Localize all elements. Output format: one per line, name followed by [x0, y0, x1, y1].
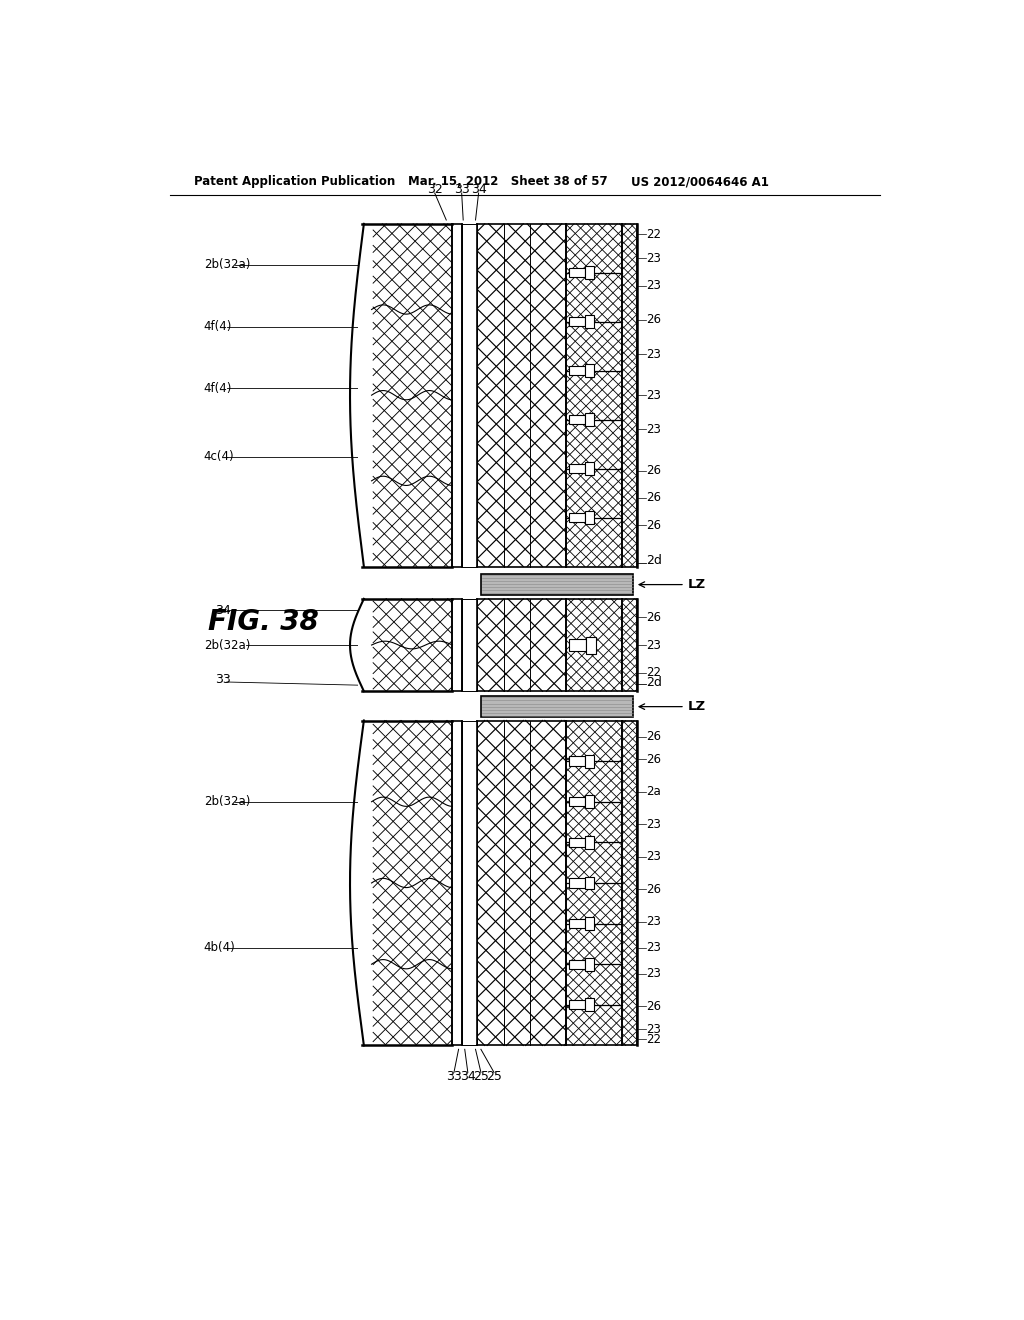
Bar — [477, 721, 565, 1045]
Text: 32: 32 — [427, 182, 442, 195]
Text: 2d: 2d — [646, 676, 663, 689]
Text: 22: 22 — [646, 1032, 662, 1045]
Bar — [569, 639, 587, 651]
Bar — [585, 998, 594, 1011]
Text: 34: 34 — [215, 603, 231, 616]
Bar — [481, 574, 634, 595]
Text: 26: 26 — [646, 1001, 662, 1012]
Bar — [453, 224, 462, 566]
Text: 2b(32a): 2b(32a) — [204, 795, 250, 808]
Bar — [453, 721, 462, 1045]
Bar — [569, 1001, 585, 1010]
Bar — [585, 795, 594, 808]
Bar — [569, 838, 585, 847]
Bar — [569, 317, 585, 326]
Text: 2a: 2a — [646, 785, 662, 799]
Bar — [585, 315, 594, 329]
Bar — [462, 599, 477, 692]
Bar — [569, 366, 585, 375]
Text: 23: 23 — [646, 347, 662, 360]
Bar — [565, 721, 622, 1045]
Text: 26: 26 — [646, 730, 662, 743]
Text: 2d: 2d — [646, 554, 663, 566]
Text: 4b(4): 4b(4) — [204, 941, 236, 954]
Bar — [622, 721, 637, 1045]
Text: 23: 23 — [646, 1023, 662, 1036]
Bar — [569, 465, 585, 474]
Text: 26: 26 — [646, 491, 662, 504]
Bar — [569, 919, 585, 928]
Bar — [357, 599, 453, 692]
Text: 4c(4): 4c(4) — [204, 450, 234, 463]
Text: 25: 25 — [486, 1069, 502, 1082]
Bar — [569, 268, 585, 277]
Bar — [477, 599, 565, 692]
Bar — [569, 878, 585, 887]
Bar — [585, 462, 594, 475]
Text: 23: 23 — [646, 968, 662, 981]
Text: 33: 33 — [454, 182, 470, 195]
Bar — [462, 721, 477, 1045]
Bar — [462, 224, 477, 566]
Bar — [585, 267, 594, 280]
Text: LZ: LZ — [687, 578, 706, 591]
Text: 4f(4): 4f(4) — [204, 321, 232, 333]
Text: 23: 23 — [646, 916, 662, 928]
Text: 2b(32a): 2b(32a) — [204, 259, 250, 272]
Text: 23: 23 — [646, 850, 662, 863]
Text: 23: 23 — [646, 388, 662, 401]
Text: 33: 33 — [215, 673, 231, 686]
Bar — [622, 599, 637, 692]
Bar — [585, 958, 594, 970]
Bar — [585, 413, 594, 426]
Text: Mar. 15, 2012   Sheet 38 of 57: Mar. 15, 2012 Sheet 38 of 57 — [408, 176, 607, 187]
Bar — [569, 960, 585, 969]
Text: 26: 26 — [646, 465, 662, 477]
Text: 26: 26 — [646, 752, 662, 766]
Text: 23: 23 — [646, 639, 662, 652]
Text: 4f(4): 4f(4) — [204, 381, 232, 395]
Text: 23: 23 — [646, 941, 662, 954]
Text: US 2012/0064646 A1: US 2012/0064646 A1 — [631, 176, 769, 187]
Text: 23: 23 — [646, 279, 662, 292]
Bar — [357, 721, 453, 1045]
Text: 26: 26 — [646, 313, 662, 326]
Bar — [569, 414, 585, 424]
Bar — [453, 599, 462, 692]
Text: 26: 26 — [646, 519, 662, 532]
Bar — [585, 755, 594, 768]
Text: 23: 23 — [646, 818, 662, 832]
Text: 25: 25 — [473, 1069, 488, 1082]
Text: 23: 23 — [646, 422, 662, 436]
Text: 26: 26 — [646, 611, 662, 624]
Text: 26: 26 — [646, 883, 662, 896]
Bar — [585, 876, 594, 890]
Bar — [587, 636, 596, 653]
Bar — [585, 364, 594, 378]
Text: FIG. 38: FIG. 38 — [208, 609, 318, 636]
Text: 34: 34 — [460, 1069, 476, 1082]
Bar — [622, 224, 637, 566]
Bar — [481, 696, 634, 718]
Text: 34: 34 — [471, 182, 486, 195]
Text: Patent Application Publication: Patent Application Publication — [194, 176, 395, 187]
Text: 22: 22 — [646, 227, 662, 240]
Bar — [585, 836, 594, 849]
Text: 2b(32a): 2b(32a) — [204, 639, 250, 652]
Text: 33: 33 — [446, 1069, 462, 1082]
Bar — [569, 513, 585, 523]
Bar — [565, 224, 622, 566]
Text: LZ: LZ — [687, 700, 706, 713]
Text: 22: 22 — [646, 667, 662, 680]
Text: 23: 23 — [646, 252, 662, 264]
Bar — [569, 797, 585, 807]
Bar — [477, 224, 565, 566]
Bar — [565, 599, 622, 692]
Bar — [585, 511, 594, 524]
Bar — [357, 224, 453, 566]
Bar — [585, 917, 594, 931]
Bar — [569, 756, 585, 766]
